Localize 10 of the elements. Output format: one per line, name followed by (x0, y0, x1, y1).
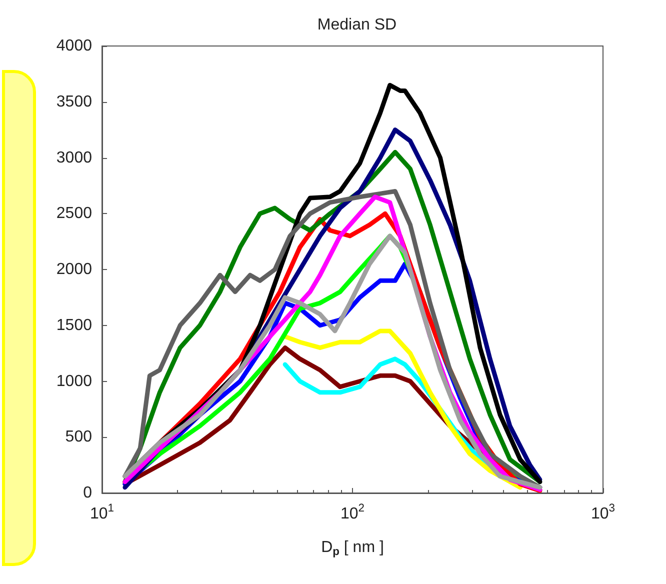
y-tick-label: 4000 (56, 38, 92, 54)
y-tick-label: 3000 (56, 149, 92, 166)
y-tick-label: 500 (65, 428, 92, 446)
y-tick-label: 2500 (56, 205, 92, 222)
y-tick-label: 1000 (56, 372, 92, 390)
y-tick-label: 0 (83, 484, 92, 502)
y-tick-label: 2000 (56, 261, 92, 278)
chart-title: Median SD (317, 16, 397, 34)
y-tick-label: 3500 (56, 93, 92, 110)
y-tick-label: 1500 (56, 316, 92, 334)
